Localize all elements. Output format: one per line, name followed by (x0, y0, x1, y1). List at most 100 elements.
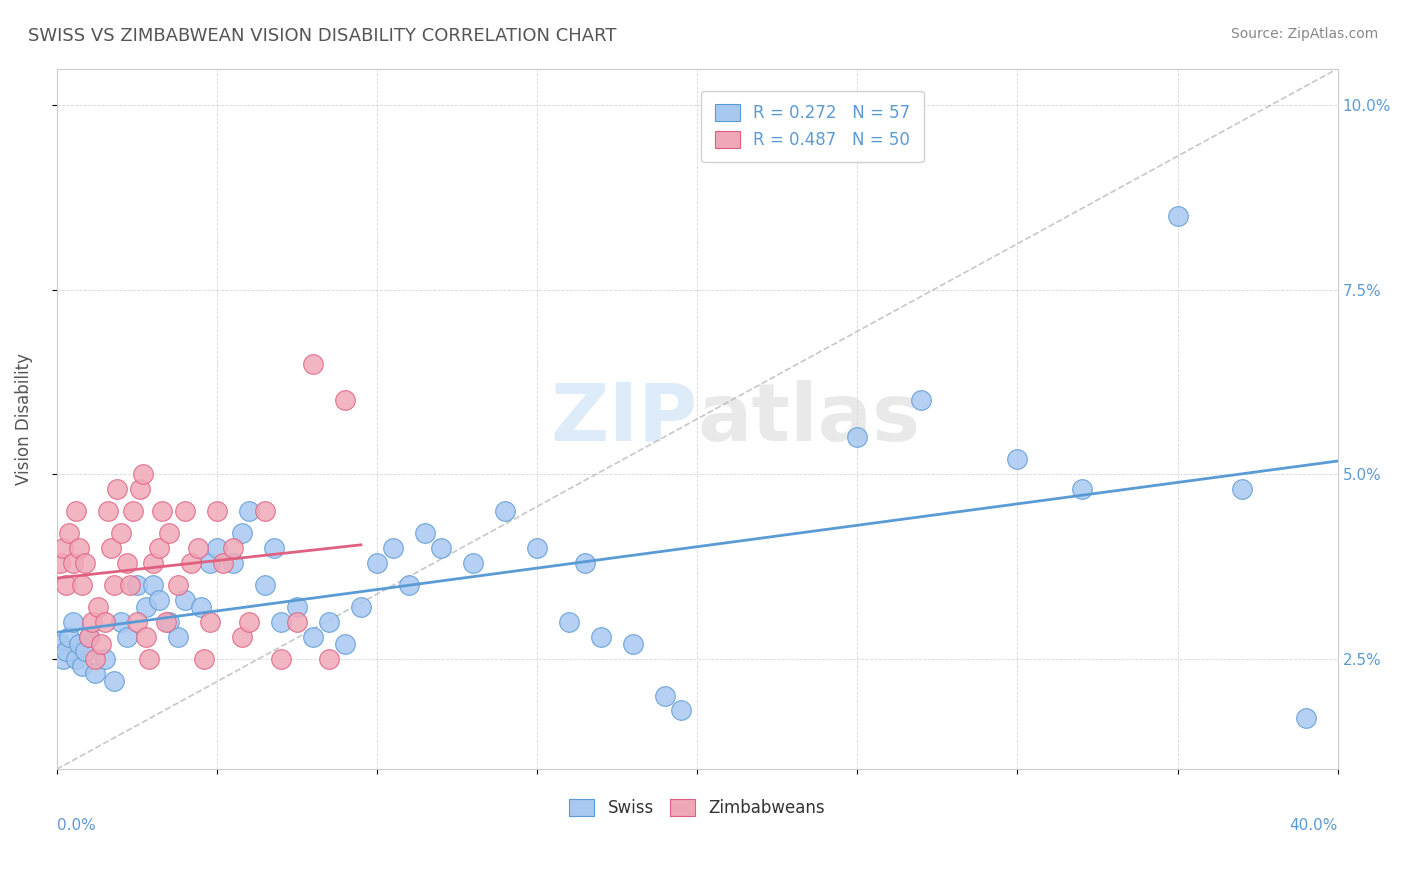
Point (167, 578, 190, 592)
Point (155, 615, 177, 629)
Point (302, 357, 325, 371)
Point (110, 526, 132, 541)
Point (122, 504, 145, 518)
Point (231, 526, 253, 541)
Point (150, 504, 173, 518)
Point (263, 541, 285, 555)
Point (574, 556, 596, 570)
Point (77, 630, 100, 644)
Point (430, 541, 453, 555)
Point (1295, 711, 1317, 725)
Point (148, 541, 170, 555)
Point (526, 541, 548, 555)
Point (205, 504, 228, 518)
Point (212, 556, 235, 570)
Point (65, 504, 87, 518)
Point (157, 615, 180, 629)
Point (398, 578, 420, 592)
Point (285, 615, 308, 629)
Point (125, 615, 148, 629)
Point (52, 541, 75, 555)
Point (205, 541, 228, 555)
Point (350, 600, 373, 615)
Point (87, 600, 110, 615)
Point (270, 615, 292, 629)
Point (558, 615, 581, 629)
Point (135, 630, 157, 644)
Point (62, 556, 84, 570)
Text: Source: ZipAtlas.com: Source: ZipAtlas.com (1230, 27, 1378, 41)
Point (128, 482, 150, 496)
Point (70, 578, 93, 592)
Point (1167, 209, 1189, 223)
Point (103, 673, 125, 688)
Point (1007, 452, 1029, 467)
Point (55, 644, 77, 658)
Point (93, 615, 115, 629)
Point (238, 504, 260, 518)
Point (621, 637, 644, 651)
Point (333, 393, 356, 408)
Point (55, 578, 77, 592)
Point (1230, 482, 1253, 496)
Point (654, 689, 676, 703)
Point (1070, 482, 1092, 496)
Y-axis label: Vision Disability: Vision Disability (15, 353, 32, 485)
Point (80, 615, 103, 629)
Point (142, 556, 165, 570)
Point (238, 615, 260, 629)
Point (75, 556, 97, 570)
Point (200, 556, 222, 570)
Point (173, 592, 195, 607)
Point (222, 556, 245, 570)
Point (120, 578, 142, 592)
Point (285, 600, 308, 615)
Point (186, 541, 208, 555)
Point (173, 504, 195, 518)
Point (67, 541, 90, 555)
Point (103, 578, 125, 592)
Point (100, 541, 122, 555)
Text: 0.0%: 0.0% (56, 818, 96, 833)
Point (49, 637, 72, 651)
Point (58, 630, 80, 644)
Point (333, 637, 356, 651)
Point (180, 556, 202, 570)
Point (65, 651, 87, 665)
Point (84, 666, 107, 681)
Point (253, 504, 276, 518)
Point (167, 630, 190, 644)
Point (253, 578, 276, 592)
Point (231, 630, 253, 644)
Point (142, 578, 165, 592)
Point (318, 651, 340, 665)
Point (910, 393, 932, 408)
Point (115, 630, 138, 644)
Point (148, 592, 170, 607)
Point (90, 637, 112, 651)
Point (93, 651, 115, 665)
Point (125, 578, 148, 592)
Point (110, 615, 132, 629)
Point (70, 659, 93, 673)
Text: 40.0%: 40.0% (1289, 818, 1337, 833)
Point (115, 556, 138, 570)
Point (193, 651, 215, 665)
Point (270, 651, 292, 665)
Point (413, 526, 436, 541)
Point (461, 556, 484, 570)
Point (669, 703, 692, 717)
Point (302, 630, 325, 644)
Point (77, 630, 100, 644)
Legend: Swiss, Zimbabweans: Swiss, Zimbabweans (562, 793, 832, 824)
Text: SWISS VS ZIMBABWEAN VISION DISABILITY CORRELATION CHART: SWISS VS ZIMBABWEAN VISION DISABILITY CO… (28, 27, 617, 45)
Point (67, 637, 90, 651)
Point (107, 482, 129, 496)
Point (222, 541, 245, 555)
Point (846, 430, 869, 444)
Point (132, 467, 155, 482)
Point (75, 644, 97, 658)
Text: ZIP: ZIP (550, 380, 697, 458)
Text: atlas: atlas (697, 380, 921, 458)
Point (62, 615, 84, 629)
